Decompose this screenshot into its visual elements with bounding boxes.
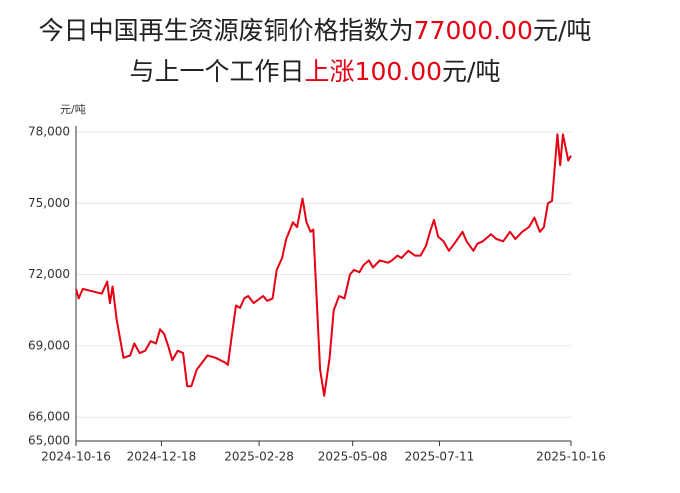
y-tick-label: 66,000: [28, 410, 70, 424]
y-axis-unit: 元/吨: [60, 103, 86, 116]
title-part: 元/吨: [442, 57, 500, 86]
x-tick-label: 2025-02-28: [224, 450, 294, 464]
chart-title: 今日中国再生资源废铜价格指数为77000.00元/吨: [39, 16, 592, 45]
title-part: 77000.00: [414, 16, 533, 45]
x-tick-label: 2025-05-08: [318, 450, 388, 464]
price-line: [75, 133, 572, 397]
y-tick-label: 75,000: [28, 196, 70, 210]
title-part: 元/吨: [533, 16, 591, 45]
y-tick-label: 78,000: [28, 125, 70, 139]
title-part: 上涨100.00: [305, 57, 442, 86]
x-tick-label: 2025-07-11: [405, 450, 475, 464]
title-part: 今日中国再生资源废铜价格指数为: [39, 16, 414, 45]
chart-subtitle: 与上一个工作日上涨100.00元/吨: [130, 57, 501, 86]
title-part: 与上一个工作日: [130, 57, 305, 86]
x-tick-label: 2025-10-16: [536, 450, 606, 464]
x-tick-label: 2024-12-18: [127, 450, 197, 464]
y-tick-label: 65,000: [28, 434, 70, 448]
y-tick-label: 69,000: [28, 338, 70, 352]
x-tick-label: 2024-10-16: [41, 450, 111, 464]
y-tick-label: 72,000: [28, 267, 70, 281]
